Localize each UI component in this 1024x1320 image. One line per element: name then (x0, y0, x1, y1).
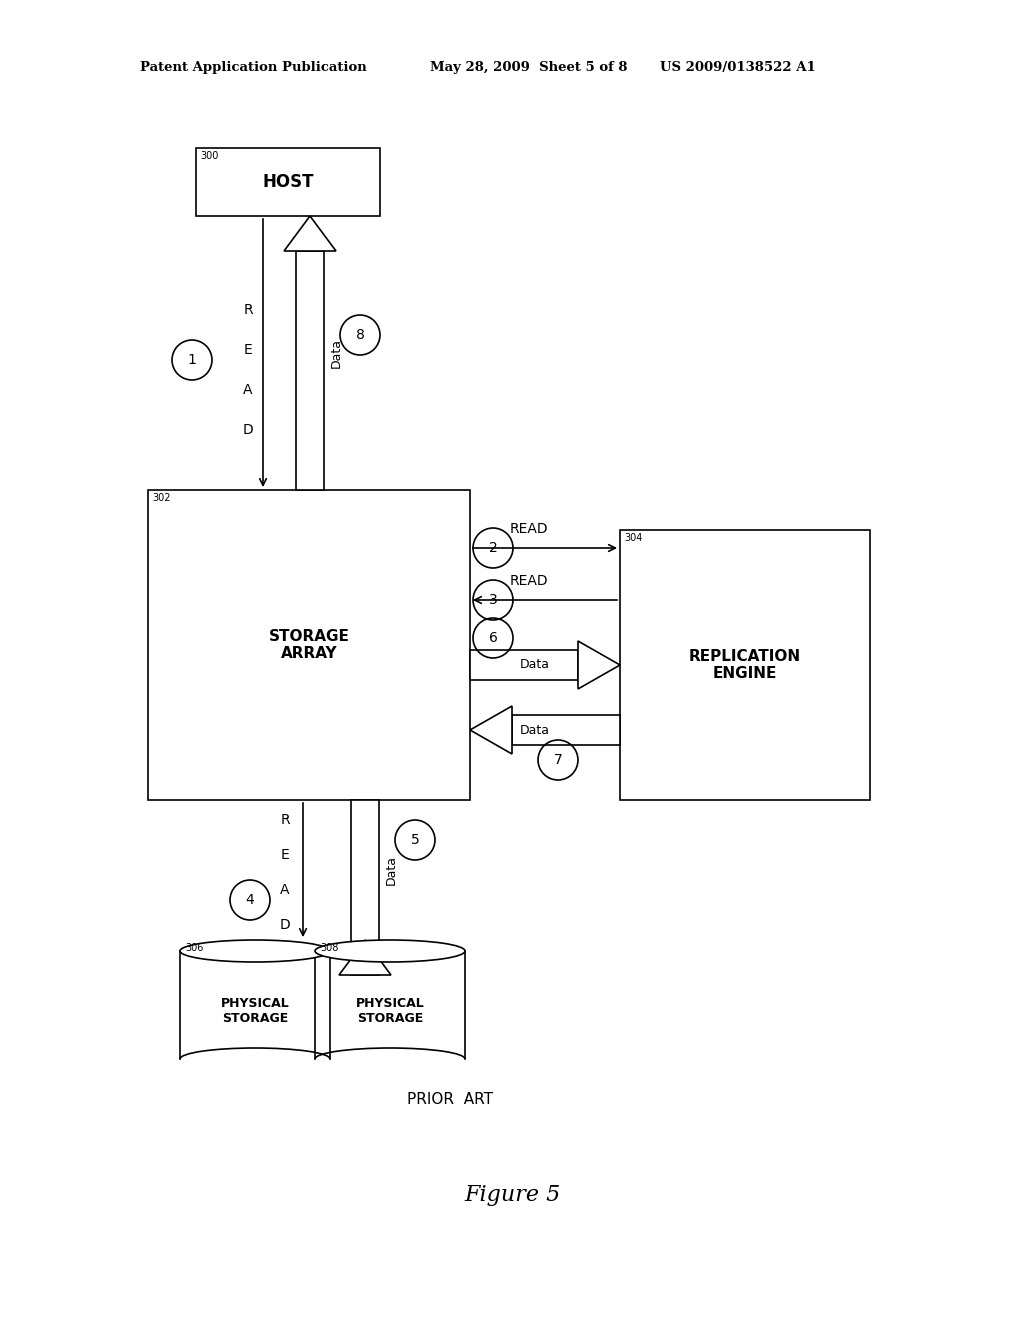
Text: PHYSICAL
STORAGE: PHYSICAL STORAGE (355, 997, 424, 1026)
Text: E: E (281, 847, 290, 862)
Text: 302: 302 (152, 492, 171, 503)
Text: E: E (244, 343, 252, 356)
Text: R: R (281, 813, 290, 828)
Text: Data: Data (385, 855, 398, 884)
Bar (148, 490, 470, 800)
Ellipse shape (180, 940, 330, 962)
Text: D: D (243, 422, 253, 437)
Text: READ: READ (510, 574, 549, 587)
Polygon shape (284, 216, 336, 251)
Text: 4: 4 (246, 894, 254, 907)
Polygon shape (578, 642, 620, 689)
Text: Data: Data (520, 723, 550, 737)
Polygon shape (470, 706, 512, 754)
Text: R: R (243, 304, 253, 317)
Text: 300: 300 (200, 150, 218, 161)
Bar (296, 251, 324, 490)
Text: PRIOR  ART: PRIOR ART (407, 1093, 493, 1107)
Text: Figure 5: Figure 5 (464, 1184, 560, 1206)
Text: 308: 308 (319, 942, 338, 953)
Text: A: A (281, 883, 290, 898)
Text: 6: 6 (488, 631, 498, 645)
Text: 8: 8 (355, 327, 365, 342)
Text: READ: READ (510, 521, 549, 536)
Text: US 2009/0138522 A1: US 2009/0138522 A1 (660, 62, 816, 74)
Bar (351, 800, 379, 975)
Text: Data: Data (330, 338, 343, 368)
Bar (470, 649, 578, 680)
Text: 304: 304 (624, 533, 642, 543)
Text: A: A (244, 383, 253, 397)
Text: D: D (280, 917, 291, 932)
Text: 2: 2 (488, 541, 498, 554)
Polygon shape (339, 940, 391, 975)
Text: Data: Data (520, 659, 550, 672)
Bar (196, 148, 380, 216)
Text: HOST: HOST (262, 173, 313, 191)
Text: REPLICATION
ENGINE: REPLICATION ENGINE (689, 649, 801, 681)
Bar (620, 531, 870, 800)
Ellipse shape (315, 940, 465, 962)
Bar (512, 715, 620, 744)
Text: PHYSICAL
STORAGE: PHYSICAL STORAGE (220, 997, 290, 1026)
Text: Patent Application Publication: Patent Application Publication (140, 62, 367, 74)
Text: 7: 7 (554, 752, 562, 767)
Text: 3: 3 (488, 593, 498, 607)
Text: 5: 5 (411, 833, 420, 847)
Text: STORAGE
ARRAY: STORAGE ARRAY (268, 628, 349, 661)
Text: 306: 306 (185, 942, 204, 953)
Text: 1: 1 (187, 352, 197, 367)
Text: May 28, 2009  Sheet 5 of 8: May 28, 2009 Sheet 5 of 8 (430, 62, 628, 74)
